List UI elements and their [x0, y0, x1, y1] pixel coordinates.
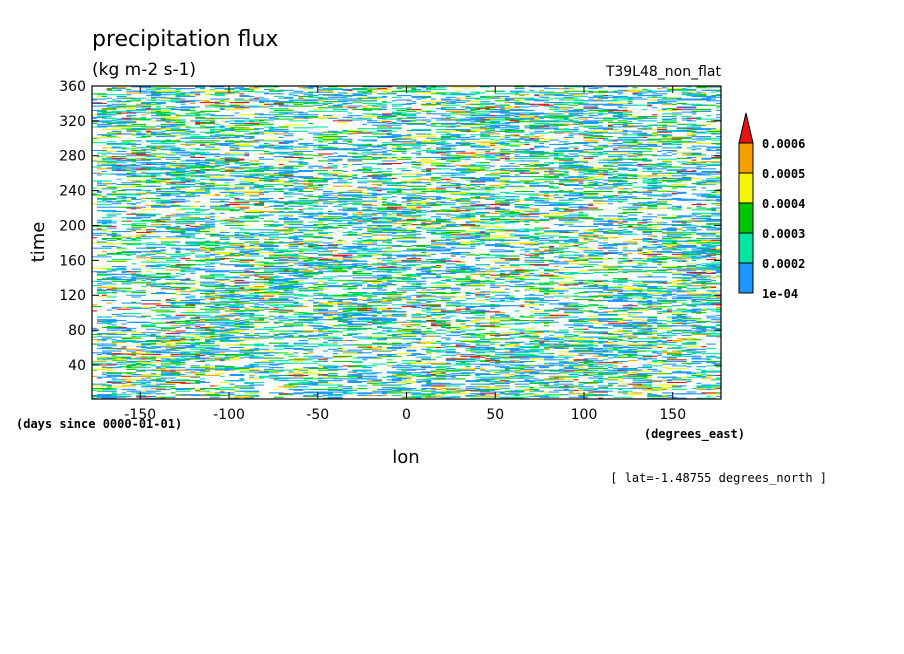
experiment-label: T39L48_non_flat [605, 64, 722, 80]
chart-title: precipitation flux [92, 27, 278, 52]
chart-units: (kg m-2 s-1) [92, 60, 196, 80]
precip-field [92, 86, 721, 399]
